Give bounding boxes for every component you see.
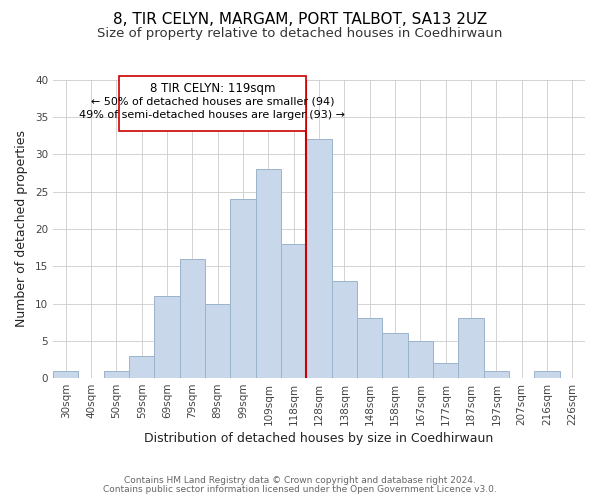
Bar bbox=[458, 318, 484, 378]
Text: 49% of semi-detached houses are larger (93) →: 49% of semi-detached houses are larger (… bbox=[79, 110, 346, 120]
Bar bbox=[230, 199, 256, 378]
Bar bbox=[382, 334, 407, 378]
Bar bbox=[332, 281, 357, 378]
Bar bbox=[281, 244, 307, 378]
Text: ← 50% of detached houses are smaller (94): ← 50% of detached houses are smaller (94… bbox=[91, 96, 334, 106]
X-axis label: Distribution of detached houses by size in Coedhirwaun: Distribution of detached houses by size … bbox=[145, 432, 494, 445]
Bar bbox=[53, 370, 79, 378]
Text: 8, TIR CELYN, MARGAM, PORT TALBOT, SA13 2UZ: 8, TIR CELYN, MARGAM, PORT TALBOT, SA13 … bbox=[113, 12, 487, 28]
Text: Contains public sector information licensed under the Open Government Licence v3: Contains public sector information licen… bbox=[103, 485, 497, 494]
Text: Contains HM Land Registry data © Crown copyright and database right 2024.: Contains HM Land Registry data © Crown c… bbox=[124, 476, 476, 485]
Bar bbox=[357, 318, 382, 378]
Bar bbox=[129, 356, 154, 378]
Bar bbox=[180, 259, 205, 378]
Bar bbox=[154, 296, 180, 378]
Bar bbox=[484, 370, 509, 378]
Bar bbox=[407, 341, 433, 378]
Bar bbox=[205, 304, 230, 378]
Y-axis label: Number of detached properties: Number of detached properties bbox=[15, 130, 28, 328]
Bar bbox=[433, 363, 458, 378]
Bar bbox=[119, 76, 306, 130]
Text: Size of property relative to detached houses in Coedhirwaun: Size of property relative to detached ho… bbox=[97, 28, 503, 40]
Bar bbox=[256, 170, 281, 378]
Bar bbox=[104, 370, 129, 378]
Text: 8 TIR CELYN: 119sqm: 8 TIR CELYN: 119sqm bbox=[149, 82, 275, 94]
Bar bbox=[307, 140, 332, 378]
Bar bbox=[535, 370, 560, 378]
